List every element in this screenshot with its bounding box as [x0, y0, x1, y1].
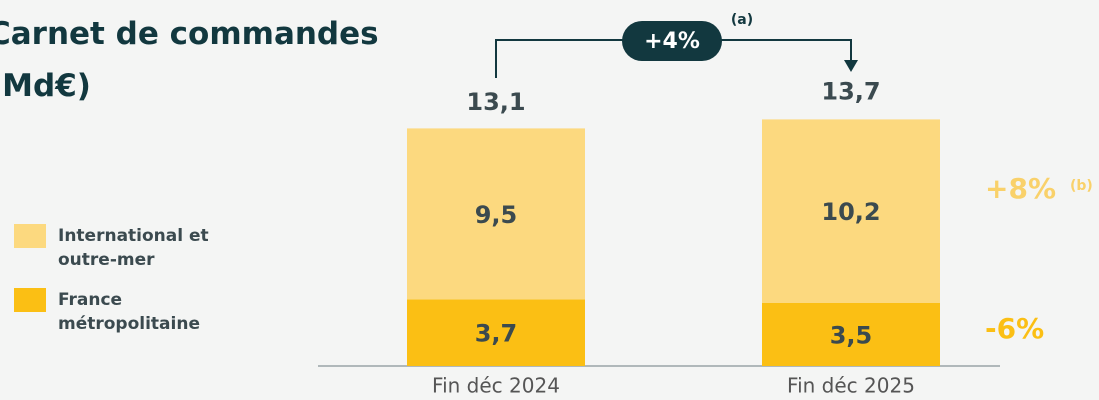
bar-segment — [762, 303, 940, 366]
legend-swatch — [14, 288, 46, 312]
segment-label: 3,7 — [475, 320, 518, 348]
segment-label: 10,2 — [821, 198, 880, 226]
growth-label: +4% — [644, 29, 700, 54]
series-growth: +8% — [985, 172, 1056, 205]
arrow-head — [844, 60, 858, 72]
legend-item: France métropolitaine — [14, 288, 248, 336]
legend-item: International et outre-mer — [14, 224, 248, 272]
series-growth-note: (b) — [1070, 178, 1093, 194]
legend-label: France métropolitaine — [58, 290, 200, 334]
bar-segment — [407, 128, 585, 300]
total-label: 13,1 — [466, 88, 525, 116]
segment-label: 9,5 — [475, 201, 518, 229]
bar-segment — [762, 119, 940, 304]
chart-title: Carnet de commandes (Md€) — [0, 16, 379, 104]
total-label: 13,7 — [821, 77, 880, 105]
legend-swatch — [14, 224, 46, 248]
growth-note: (a) — [731, 12, 753, 28]
segment-label: 3,5 — [830, 322, 873, 350]
x-tick-label: Fin déc 2025 — [787, 374, 915, 398]
growth-pill — [622, 21, 722, 61]
series-growth: -6% — [985, 312, 1044, 345]
legend-label: International et outre-mer — [58, 226, 209, 270]
x-tick-label: Fin déc 2024 — [432, 374, 560, 398]
bar-segment — [407, 299, 585, 366]
